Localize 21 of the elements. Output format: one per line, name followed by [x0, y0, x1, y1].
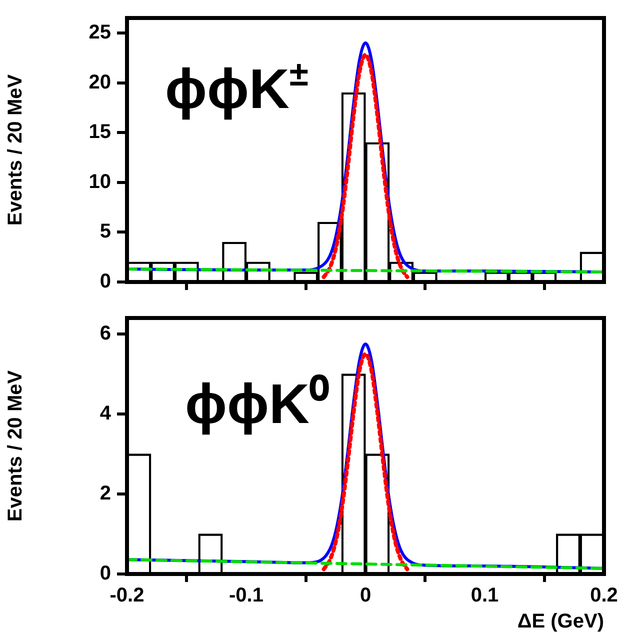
- y-axis-title: Events / 20 MeV: [4, 74, 27, 226]
- annotation: ϕϕK±: [165, 56, 308, 120]
- y-tick-label: 0: [100, 270, 111, 293]
- y-tick-label: 5: [100, 220, 111, 243]
- annotation: ϕϕK⁰: [185, 372, 330, 435]
- y-tick-label: 15: [88, 121, 111, 144]
- x-tick-label: 0: [360, 584, 372, 607]
- y-axis-title: Events / 20 MeV: [4, 370, 27, 522]
- x-tick-label: 0.1: [470, 584, 499, 607]
- line-series: [322, 52, 410, 280]
- x-axis-title: ΔE (GeV): [517, 610, 604, 633]
- y-tick-label: 20: [88, 71, 111, 94]
- y-tick-label: 2: [100, 482, 111, 505]
- x-tick-label: -0.1: [229, 584, 264, 607]
- y-tick-label: 25: [88, 21, 111, 44]
- y-tick-label: 10: [88, 170, 111, 193]
- x-tick-label: 0.2: [590, 584, 618, 607]
- y-tick-label: 6: [100, 322, 111, 345]
- y-tick-label: 0: [100, 562, 111, 585]
- x-tick-label: -0.2: [110, 584, 144, 607]
- y-tick-label: 4: [100, 402, 112, 425]
